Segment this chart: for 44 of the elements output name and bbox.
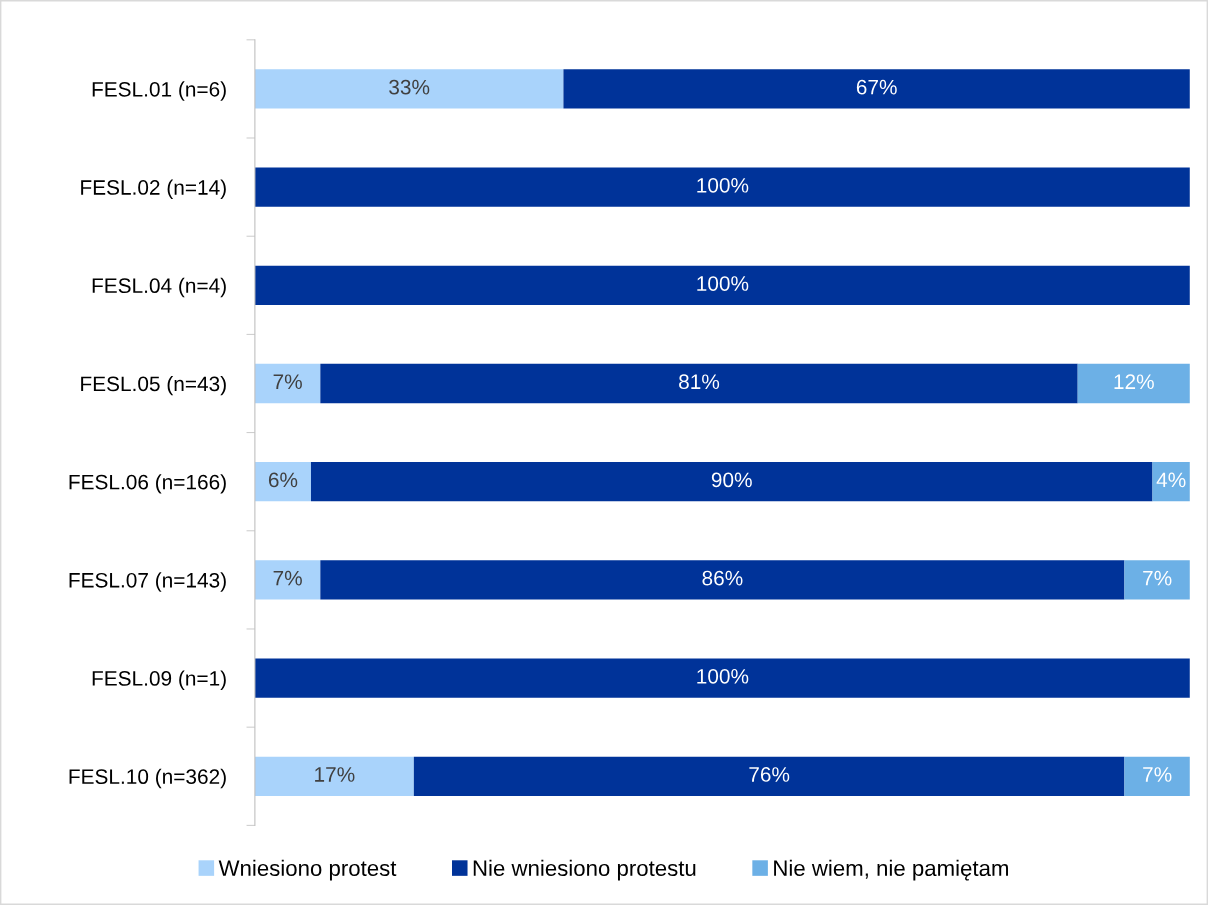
data-label: 6% [268, 472, 298, 488]
bar [413, 756, 1125, 796]
bar [254, 560, 321, 600]
bar [320, 560, 1125, 600]
bar [1124, 560, 1190, 600]
y-tick-label: FESL.02 (n=14) [81, 179, 226, 199]
legend-label: Wniesiono protest [218, 859, 397, 881]
data-label: 100% [697, 177, 749, 193]
bar [254, 265, 1190, 305]
bar [254, 69, 564, 109]
y-tick-label: FESL.09 (n=1) [92, 670, 226, 690]
data-label: 12% [1114, 374, 1154, 389]
bar [320, 363, 1078, 404]
data-label: 7% [273, 570, 302, 586]
bar [254, 167, 1190, 207]
bar [1077, 363, 1190, 404]
data-label: 33% [389, 79, 430, 95]
data-label: 67% [856, 79, 897, 95]
y-tick-label: FESL.04 (n=4) [92, 277, 226, 298]
data-label: 100% [697, 276, 749, 291]
data-label: 4% [1156, 472, 1186, 488]
bar [254, 462, 311, 502]
y-tick-label: FESL.05 (n=43) [81, 375, 226, 396]
data-label: 7% [1143, 767, 1172, 782]
data-label: 7% [1143, 570, 1172, 586]
data-label: 100% [697, 668, 749, 684]
bar [254, 363, 321, 404]
bar [310, 462, 1153, 502]
data-label: 90% [711, 472, 752, 488]
y-tick-label: FESL.06 (n=166) [69, 474, 226, 494]
data-label: 86% [702, 570, 743, 586]
legend-label: Nie wniesiono protestu [473, 859, 696, 881]
bar [563, 69, 1190, 109]
y-tick-label: FESL.07 (n=143) [69, 572, 226, 592]
legend-label: Nie wiem, nie pamiętam [774, 859, 1008, 881]
data-label: 7% [273, 374, 302, 389]
data-label: 17% [315, 767, 355, 782]
y-tick-label: FESL.10 (n=362) [69, 768, 226, 789]
bar [1124, 756, 1190, 796]
bar [254, 658, 1190, 698]
y-tick-label: FESL.01 (n=6) [92, 81, 226, 101]
data-label: 76% [749, 767, 790, 782]
data-label: 81% [679, 374, 720, 390]
bar [254, 756, 414, 796]
